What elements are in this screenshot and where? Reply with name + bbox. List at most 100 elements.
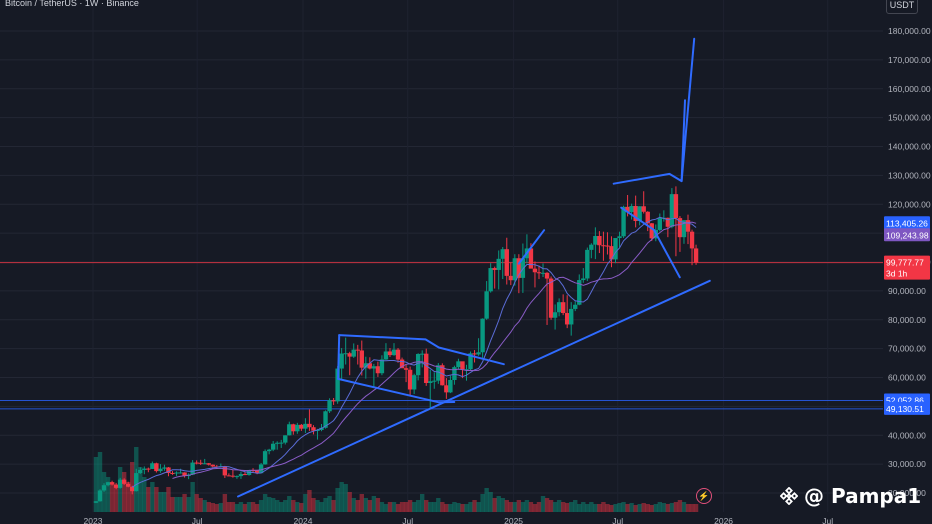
volume-bar (411, 502, 417, 512)
candle-body (403, 368, 409, 370)
horizontal-lines (0, 262, 883, 410)
price-grid (0, 0, 883, 512)
candle-body (649, 223, 654, 239)
candle-body (315, 429, 320, 431)
x-tick-label: Jul (612, 516, 623, 524)
candle-body (569, 308, 574, 325)
volume-bar (613, 504, 618, 512)
moving-average-slow (172, 221, 697, 479)
candle-body (347, 353, 352, 357)
candle-body (621, 206, 626, 237)
candle-body (206, 463, 211, 465)
flash-icon[interactable]: ⚡ (696, 488, 712, 504)
candlesticks (93, 186, 699, 504)
candle-body (295, 424, 300, 432)
y-tick-label: 20,000.00 (888, 488, 926, 498)
volume-bar (673, 502, 679, 512)
price-label-bg (884, 216, 930, 230)
candle-body (343, 353, 348, 355)
volume-bar (689, 504, 695, 512)
candle-body (146, 468, 151, 470)
candle-body (548, 278, 554, 318)
candle-body (665, 217, 671, 227)
candle-body (101, 485, 107, 491)
candle-body (93, 501, 99, 503)
candle-body (311, 427, 316, 431)
volume-bar (142, 477, 147, 512)
candle-body (407, 369, 413, 390)
trendline (612, 99, 686, 185)
volume-bar (214, 504, 219, 512)
volume-bar (146, 487, 151, 512)
price-label-bg (884, 228, 930, 242)
candle-body (585, 249, 590, 279)
moving-averages (131, 216, 697, 488)
volume-bar (560, 502, 566, 512)
candle-body (419, 353, 425, 355)
volume-bar (621, 502, 626, 512)
candle-body (601, 245, 606, 247)
volume-bar (182, 494, 187, 512)
volume-bar (295, 502, 300, 512)
volume-bar (552, 502, 558, 512)
candle-body (158, 468, 163, 472)
candle-body (597, 236, 602, 246)
candle-body (500, 249, 505, 259)
currency-button[interactable]: USDT (886, 0, 918, 14)
trendline (337, 377, 456, 404)
y-tick-label: 30,000.00 (888, 459, 926, 469)
volume-bar (307, 490, 312, 512)
volume-bar (379, 502, 385, 512)
volume-bar (693, 504, 699, 512)
volume-bar (238, 502, 244, 512)
volume-bar (339, 482, 344, 512)
candle-body (266, 449, 272, 452)
candle-body (581, 278, 586, 281)
volume-bar (125, 482, 131, 512)
binance-logo-icon (780, 487, 798, 505)
volume-bar (254, 504, 260, 512)
volume-bar (609, 505, 614, 512)
candle-body (387, 351, 393, 356)
candle-body (480, 318, 485, 353)
volume-bar (387, 502, 393, 512)
volume-bar (242, 504, 248, 512)
volume-bar (657, 502, 663, 512)
volume-bar (327, 496, 332, 512)
candle-body (573, 304, 578, 309)
volume-bar (121, 472, 127, 512)
volume-bar (266, 497, 272, 512)
volume-bar (375, 498, 381, 512)
candle-body (134, 473, 139, 492)
volume-bar (488, 492, 493, 512)
volume-bar (633, 505, 638, 512)
volume-bar (218, 503, 224, 512)
volume-bar (198, 498, 203, 512)
candle-body (641, 206, 646, 212)
candle-body (556, 302, 562, 313)
volume-bar (359, 494, 364, 512)
candle-body (484, 291, 489, 319)
volume-bar (415, 500, 421, 512)
volume-bar (480, 494, 485, 512)
candle-body (258, 464, 264, 474)
candle-body (685, 220, 691, 232)
candle-body (536, 272, 542, 274)
candle-body (681, 220, 687, 238)
time-axis: 2023 Jul 2024 Jul 2025 Jul 2026 Jul (84, 516, 834, 524)
volume-bar (589, 502, 594, 512)
volume-bar (210, 503, 215, 512)
candle-body (375, 366, 381, 374)
y-tick-label: 120,000.00 (888, 199, 931, 209)
price-label: 49,130.51 (886, 404, 924, 414)
candle-body (395, 349, 401, 360)
candle-body (633, 205, 638, 221)
candle-body (202, 463, 207, 465)
volume-bar (573, 500, 578, 512)
candle-body (504, 249, 509, 276)
candle-body (476, 352, 481, 355)
candle-body (222, 466, 228, 476)
volume-bar (371, 496, 377, 512)
x-tick-label: 2026 (714, 516, 733, 524)
